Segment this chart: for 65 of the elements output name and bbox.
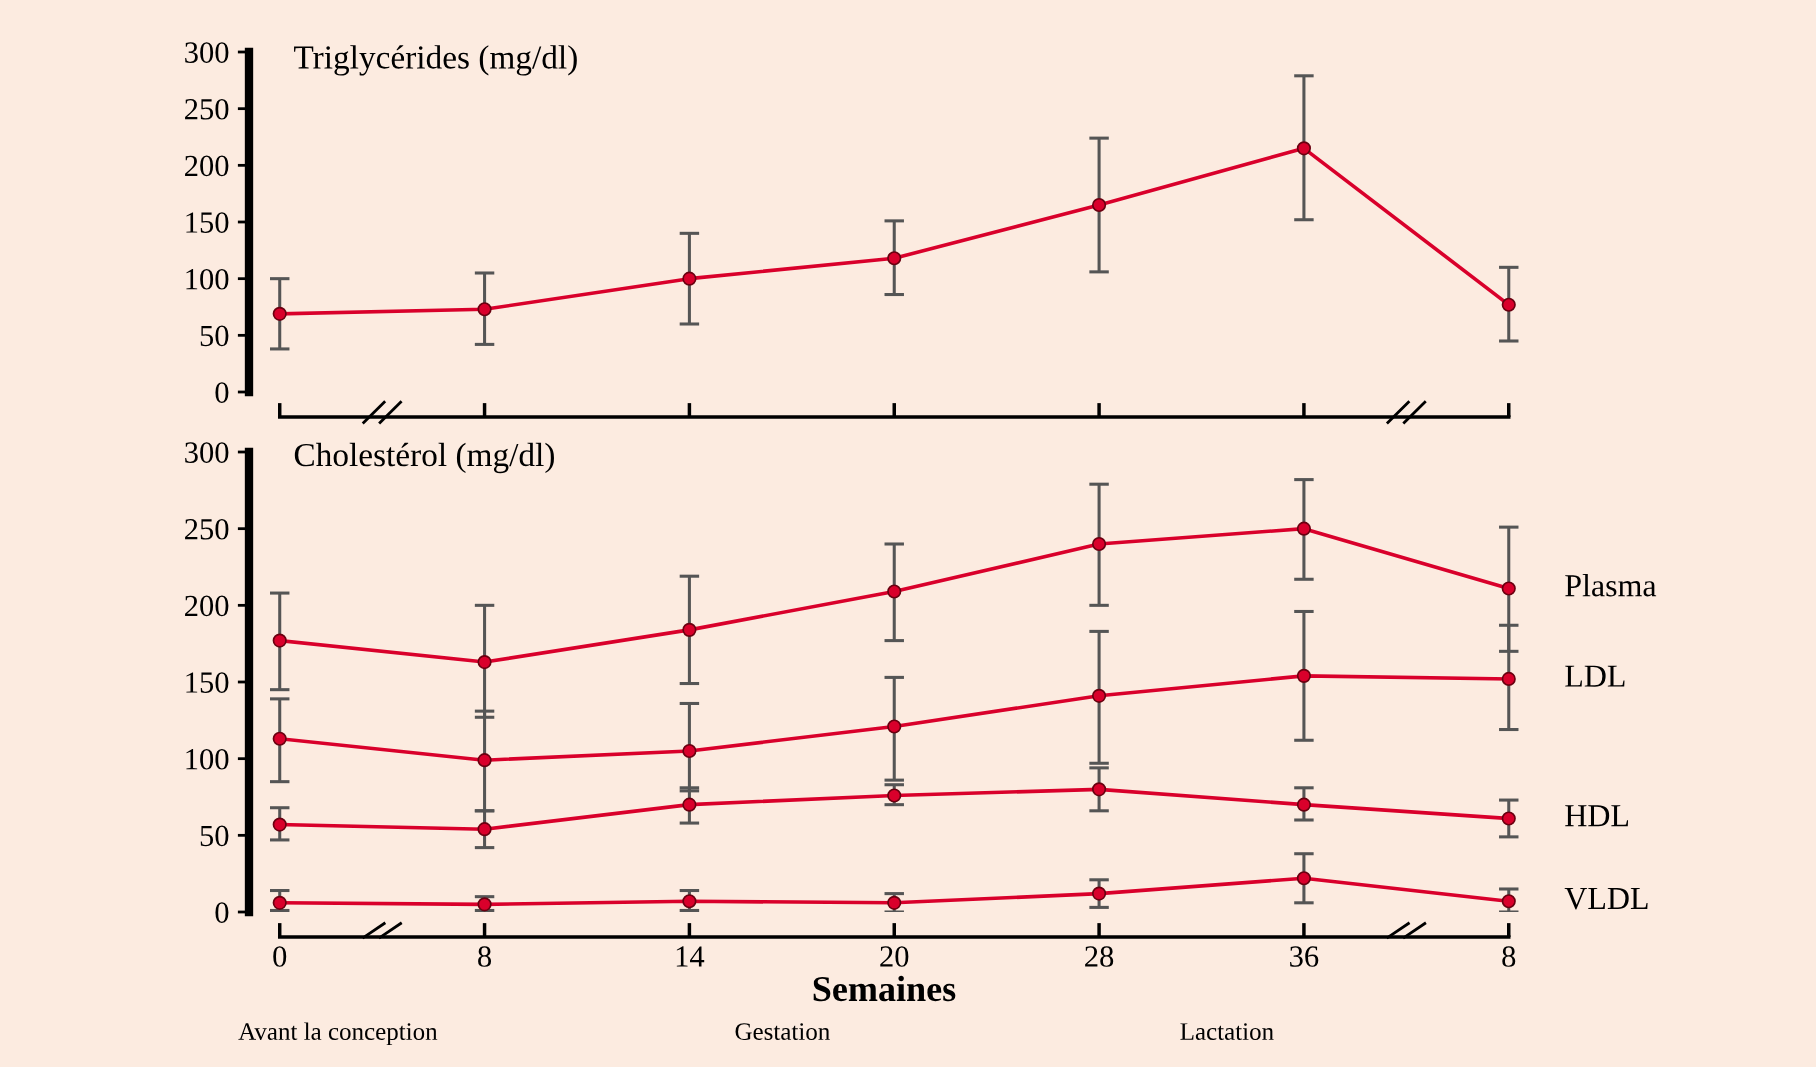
series-label: VLDL [1564,888,1648,910]
y-tick-label: 100 [186,268,229,290]
y-tick-label: 150 [186,672,229,693]
point [682,894,697,909]
chart-title: Cholestérol (mg/dl) [294,442,554,474]
y-tick-label: 300 [185,42,229,63]
x-axis-title: Semaines [813,975,956,1002]
x-tick-label: 28 [1085,946,1114,967]
y-tick-label: 50 [200,325,229,347]
x-tick-label: 0 [273,946,287,967]
y-tick-label: 0 [215,382,229,403]
point [887,719,902,734]
point [887,788,902,803]
point [1091,782,1107,797]
point [1501,581,1516,596]
point [682,271,697,286]
y-tick-label: 250 [185,518,229,540]
point [1501,297,1516,312]
y-tick-label: 0 [215,902,229,923]
point [682,622,697,637]
point [477,654,492,670]
point [477,897,492,912]
x-tick-label: 36 [1290,946,1319,967]
point [682,743,697,759]
point [477,822,492,837]
text: Gestation [735,1023,830,1040]
series-label: Plasma [1565,573,1657,597]
point [272,306,287,321]
point [1296,871,1312,886]
y-tick-label: 50 [200,825,229,847]
point [1296,797,1312,812]
text: Avant la conception [238,1022,438,1046]
point [477,753,492,768]
y-tick-label: 300 [185,442,229,463]
point [682,797,697,812]
point [1091,688,1107,703]
point [477,302,492,317]
point [272,633,287,648]
series-label: LDL [1565,665,1625,687]
y-tick-label: 200 [185,155,229,177]
point [1501,671,1516,687]
point [1501,811,1516,826]
point [272,817,287,832]
y-tick-label: 150 [186,212,229,233]
y-tick-label: 200 [185,595,229,617]
point [1296,521,1312,536]
series-label: HDL [1565,805,1629,827]
point [1296,668,1312,683]
point [1296,141,1312,156]
point [1091,886,1107,901]
text: Lactation [1180,1023,1274,1040]
point [887,251,902,266]
point [887,584,902,599]
chart-title: Triglycérides (mg/dl) [294,45,577,76]
x-tick-label: 14 [676,946,705,967]
point [1501,894,1516,909]
x-tick-label: 8 [1502,946,1516,967]
x-tick-label: 20 [880,946,909,967]
y-tick-label: 100 [186,748,229,770]
point [1091,536,1107,552]
point [272,731,287,746]
point [272,895,287,910]
y-tick-label: 250 [185,98,229,120]
point [1091,197,1107,213]
x-tick-label: 8 [478,946,492,967]
